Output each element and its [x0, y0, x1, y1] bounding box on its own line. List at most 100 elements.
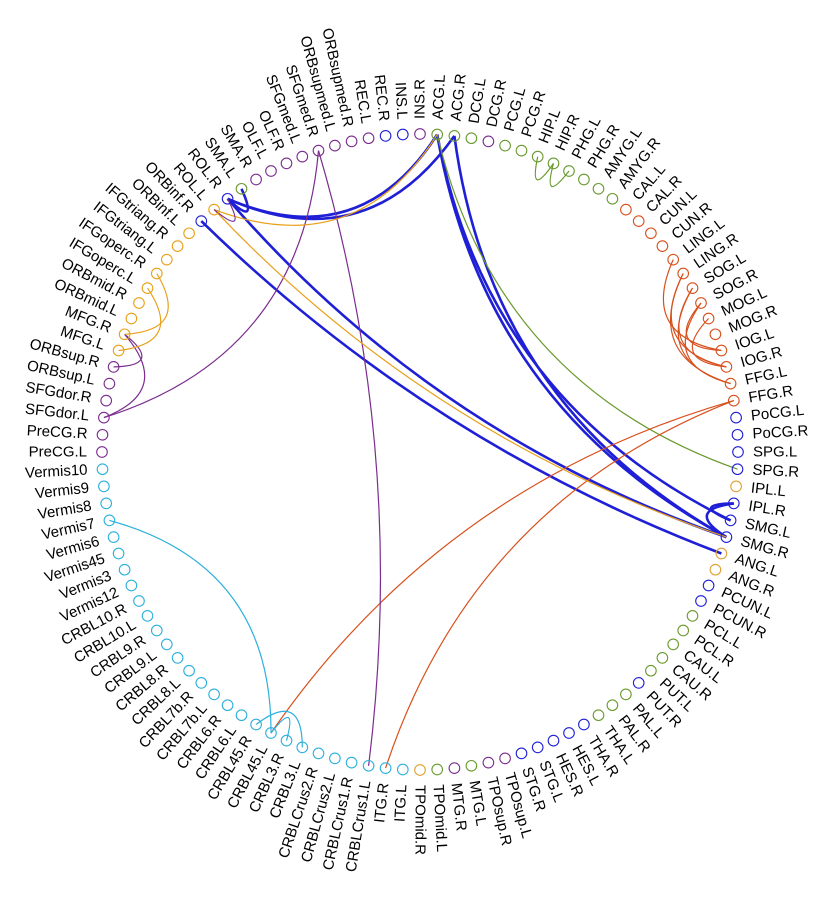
label-rec-r: REC.R — [371, 74, 393, 122]
node-orbinf-r — [195, 215, 208, 227]
connection-mog-l-iog-r — [691, 318, 727, 368]
node-itg-r — [379, 762, 392, 774]
label-ipl-r: IPL.R — [747, 498, 787, 521]
node-vermis10 — [96, 463, 109, 476]
node-crbl6-l — [235, 709, 248, 722]
label-spg-r: SPG.R — [752, 462, 800, 482]
node-orbmid-r — [133, 297, 145, 309]
label-spg-l: SPG.L — [753, 444, 797, 461]
node-olf-l — [265, 165, 277, 177]
node-orbsup-r — [107, 361, 120, 373]
node-phg-l — [563, 165, 575, 177]
label-precg-l: PreCG.L — [29, 444, 87, 461]
node-vermis9 — [98, 480, 110, 493]
node-pal-r — [606, 699, 619, 712]
node-crbl6-r — [221, 699, 234, 712]
connection-rol-r-smg-r — [226, 197, 727, 539]
node-crbl45-l — [265, 727, 277, 739]
node-sfgmed-l — [296, 150, 309, 163]
label-ins-r: INS.R — [412, 79, 429, 119]
connection-sog-r-ffg-l — [684, 302, 731, 385]
connection-acg-l-smg-l — [435, 134, 732, 522]
connection-orbinf-r-ang-l — [200, 220, 722, 555]
node-ipl-r — [727, 497, 740, 510]
connection-crbl45-l-crbl3-r — [270, 716, 291, 741]
node-sma-r — [250, 173, 262, 186]
node-crbl8-l — [183, 664, 195, 677]
node-hip-r — [547, 157, 560, 170]
connection-crbl45-l-vermis7 — [109, 519, 272, 734]
node-put-r — [632, 677, 645, 689]
node-iog-l — [715, 344, 728, 357]
node-ifgtriang-r — [171, 240, 184, 252]
node-vermis7 — [103, 514, 116, 527]
node-mtg-r — [448, 762, 461, 774]
node-crbl3-r — [280, 734, 293, 747]
node-ins-l — [396, 128, 409, 141]
node-cal-r — [632, 215, 645, 227]
node-sfgmed-r — [312, 144, 325, 157]
node-iog-r — [720, 361, 733, 373]
connection-rol-r-acg-r — [227, 135, 456, 221]
node-itg-l — [396, 763, 409, 776]
node-ifgoperc-l — [141, 282, 154, 294]
label-acg-r: ACG.R — [448, 73, 470, 122]
label-sfgdor-l: SFGdor.L — [24, 401, 90, 425]
node-vermis45 — [112, 547, 125, 560]
node-ifgtriang-l — [160, 253, 173, 266]
node-pcun-r — [695, 595, 707, 607]
connection-mfg-r-ifgoperc-r — [124, 273, 169, 335]
node-rol-r — [221, 192, 234, 205]
node-mog-l — [702, 312, 715, 325]
node-pcun-l — [702, 579, 715, 592]
connection-mfg-l-ifgoperc-l — [118, 287, 162, 352]
connection-sfgdor-l-sfgmed-r — [103, 150, 320, 419]
connections-layer — [103, 133, 738, 769]
node-stg-l — [531, 741, 544, 754]
node-pcg-r — [515, 144, 528, 157]
node-stg-r — [515, 747, 528, 760]
node-orbsup-l — [103, 377, 116, 390]
node-ffg-r — [727, 394, 740, 407]
connection-rol-l-acg-l — [213, 134, 438, 226]
node-crblcrus2-r — [312, 747, 325, 760]
node-pcl-r — [677, 624, 690, 637]
node-orbmid-l — [125, 312, 138, 325]
node-sog-l — [686, 282, 699, 294]
connection-crblcrus1-l-sfgmed-r — [317, 150, 382, 766]
node-cun-r — [656, 240, 669, 252]
node-cun-l — [645, 227, 657, 240]
node-precg-r — [96, 428, 109, 441]
node-spg-r — [731, 463, 744, 476]
node-crbl10-l — [141, 610, 154, 622]
node-dcg-r — [482, 135, 495, 148]
node-ins-r — [414, 128, 426, 140]
node-tposup-r — [482, 756, 495, 769]
node-amyg-r — [606, 192, 619, 205]
node-sfgdor-r — [100, 394, 113, 407]
node-crbl9-l — [160, 638, 173, 651]
node-hes-r — [547, 734, 560, 747]
node-dcg-l — [465, 132, 478, 145]
node-ffg-l — [724, 377, 737, 390]
node-rec-l — [362, 132, 375, 145]
node-acg-l — [431, 128, 444, 141]
node-crbl45-r — [250, 718, 262, 731]
node-crbl8-r — [171, 652, 184, 664]
connection-crbl45-l-ffg-r — [270, 400, 734, 734]
label-itg-l: ITG.L — [391, 784, 410, 822]
node-hip-l — [531, 150, 544, 163]
node-ling-l — [667, 253, 680, 266]
node-mfg-l — [112, 344, 125, 357]
node-mog-r — [709, 328, 722, 341]
node-olf-r — [280, 157, 293, 170]
node-rol-l — [208, 203, 220, 216]
node-vermis8 — [100, 497, 113, 510]
node-hes-l — [563, 727, 575, 739]
node-crbl9-r — [150, 624, 163, 637]
label-tpomid-r: TPOmid.R — [412, 785, 429, 855]
nodes-layer — [96, 128, 744, 776]
node-vermis6 — [107, 531, 120, 543]
node-spg-l — [732, 446, 744, 458]
node-crblcrus2-l — [329, 752, 341, 765]
